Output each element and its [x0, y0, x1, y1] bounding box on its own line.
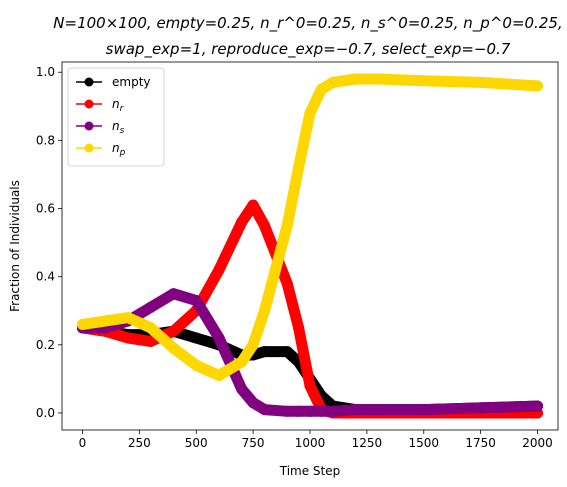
legend-marker: [84, 143, 94, 153]
data-point-n-s: [350, 404, 361, 416]
plot-area: [77, 73, 543, 419]
data-point-n-s: [475, 402, 487, 414]
legend-marker: [84, 121, 94, 131]
data-point-empty: [190, 332, 202, 344]
data-point-n-p: [350, 73, 361, 85]
y-tick-label: 0.6: [36, 202, 55, 216]
data-point-n-p: [190, 359, 202, 371]
data-point-n-p: [259, 305, 270, 317]
data-point-n-p: [99, 315, 111, 327]
legend-label: np: [112, 141, 126, 158]
data-point-n-r: [122, 332, 134, 344]
data-point-n-p: [145, 322, 157, 334]
data-point-n-s: [145, 301, 157, 313]
y-tick-label: 0.8: [36, 133, 55, 147]
data-point-n-s: [281, 405, 293, 417]
legend: empty nr ns np: [67, 67, 165, 167]
x-tick-label: 0: [79, 436, 87, 450]
data-point-n-p: [247, 339, 259, 351]
series-group: [77, 73, 543, 419]
data-point-n-p: [532, 80, 543, 92]
x-tick-label: 1750: [465, 436, 496, 450]
data-point-n-r: [259, 220, 270, 232]
y-tick-label: 0.0: [36, 406, 55, 420]
data-point-n-p: [293, 162, 305, 174]
data-point-empty: [281, 346, 293, 358]
data-point-n-s: [315, 405, 327, 417]
data-point-n-r: [236, 216, 248, 228]
data-point-n-s: [532, 400, 543, 412]
data-point-n-s: [418, 404, 430, 416]
y-tick-label: 0.2: [36, 338, 55, 352]
data-point-n-r: [293, 322, 305, 334]
data-point-n-p: [122, 312, 134, 324]
data-point-n-s: [247, 397, 259, 409]
x-tick-label: 500: [185, 436, 208, 450]
chart-title-line-1: N=100×100, empty=0.25, n_r^0=0.25, n_s^0…: [53, 14, 562, 33]
data-point-n-s: [293, 405, 305, 417]
data-point-n-s: [236, 383, 248, 395]
x-tick-label: 1500: [408, 436, 439, 450]
x-tick-label: 2000: [522, 436, 553, 450]
x-tick-label: 1000: [295, 436, 326, 450]
data-point-n-r: [213, 264, 225, 276]
data-point-n-p: [77, 318, 88, 330]
data-point-n-p: [281, 220, 293, 232]
legend-label: empty: [112, 75, 151, 89]
data-point-empty: [259, 346, 270, 358]
data-point-n-s: [213, 332, 225, 344]
data-point-n-p: [418, 75, 430, 87]
x-tick-label: 1250: [352, 436, 383, 450]
data-point-n-r: [304, 380, 316, 392]
y-axis-label: Fraction of Individuals: [8, 180, 22, 312]
chart-title-line-2: swap_exp=1, reproduce_exp=−0.7, select_e…: [106, 40, 511, 59]
data-point-n-s: [372, 404, 384, 416]
y-tick-label: 1.0: [36, 65, 55, 79]
data-point-n-s: [259, 404, 270, 416]
x-tick-label: 250: [128, 436, 151, 450]
x-tick-label: 750: [242, 436, 265, 450]
legend-marker: [84, 77, 94, 87]
data-point-n-p: [304, 107, 316, 119]
x-axis: 0 250 500 750 1000 1250 1500 1750 2000: [79, 430, 553, 450]
data-point-n-r: [281, 278, 293, 289]
data-point-n-p: [327, 76, 339, 88]
y-axis: 0.0 0.2 0.4 0.6 0.8 1.0: [36, 65, 62, 420]
data-point-n-p: [475, 76, 487, 88]
data-point-n-s: [304, 405, 316, 417]
legend-marker: [84, 99, 94, 109]
data-point-n-s: [190, 295, 202, 306]
data-point-n-p: [315, 83, 327, 95]
data-point-n-s: [168, 288, 179, 300]
data-point-n-s: [327, 405, 339, 417]
data-point-n-r: [145, 335, 157, 347]
legend-label: nr: [112, 97, 125, 114]
data-point-n-r: [168, 325, 179, 337]
data-point-n-p: [236, 356, 248, 368]
data-point-n-r: [247, 199, 259, 211]
x-axis-label: Time Step: [279, 464, 341, 478]
data-point-n-p: [372, 73, 384, 85]
data-point-n-p: [168, 342, 179, 354]
legend-label: ns: [112, 119, 125, 136]
legend-box: [67, 67, 165, 167]
y-tick-label: 0.4: [36, 270, 55, 284]
data-point-n-p: [213, 370, 225, 381]
